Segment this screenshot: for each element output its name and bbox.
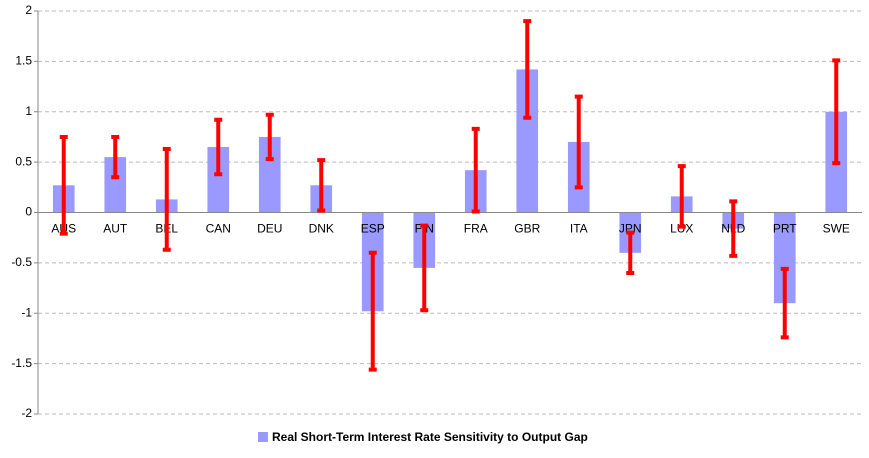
error-bar bbox=[780, 266, 789, 340]
x-tick-label: JPN bbox=[619, 222, 642, 236]
x-tick-label: DNK bbox=[309, 222, 334, 236]
bar bbox=[104, 157, 127, 213]
error-bar bbox=[368, 250, 377, 372]
y-tick-label: 1 bbox=[25, 104, 32, 118]
error-bar bbox=[111, 134, 120, 180]
error-bar bbox=[214, 117, 223, 177]
x-tick-label: DEU bbox=[257, 222, 282, 236]
x-tick-label: CAN bbox=[206, 222, 231, 236]
error-bar bbox=[523, 19, 532, 120]
error-bar bbox=[729, 199, 738, 258]
error-bar bbox=[626, 230, 635, 275]
y-tick-label: 2 bbox=[25, 3, 32, 17]
y-tick-label: -1 bbox=[21, 305, 32, 319]
bar bbox=[516, 69, 539, 213]
error-bar bbox=[832, 58, 841, 166]
bar bbox=[773, 212, 796, 304]
x-tick-label: FRA bbox=[464, 222, 488, 236]
x-tick-label: ITA bbox=[570, 222, 588, 236]
x-tick-label: ESP bbox=[361, 222, 385, 236]
error-bar bbox=[574, 94, 583, 190]
legend-label: Real Short-Term Interest Rate Sensitivit… bbox=[272, 430, 588, 444]
x-tick-label: LUX bbox=[670, 222, 693, 236]
x-tick-label: PRT bbox=[773, 222, 797, 236]
x-tick-label: SWE bbox=[823, 222, 850, 236]
y-tick-label: 0 bbox=[25, 205, 32, 219]
error-bar bbox=[265, 112, 274, 162]
y-tick-label: 0.5 bbox=[15, 154, 32, 168]
bar bbox=[207, 147, 230, 213]
bar bbox=[258, 136, 281, 213]
error-bar bbox=[59, 134, 68, 236]
error-bar bbox=[677, 164, 686, 229]
y-tick-label: 1.5 bbox=[15, 54, 32, 68]
error-bar bbox=[162, 147, 171, 252]
y-tick-label: -2 bbox=[21, 406, 32, 420]
y-tick-label: -0.5 bbox=[11, 255, 32, 269]
x-tick-label: AUT bbox=[103, 222, 128, 236]
error-bar bbox=[420, 223, 429, 313]
y-tick-label: -1.5 bbox=[11, 356, 32, 370]
error-bar bbox=[317, 158, 326, 213]
error-bar bbox=[471, 126, 480, 214]
legend-swatch bbox=[258, 432, 268, 442]
x-tick-label: GBR bbox=[514, 222, 540, 236]
